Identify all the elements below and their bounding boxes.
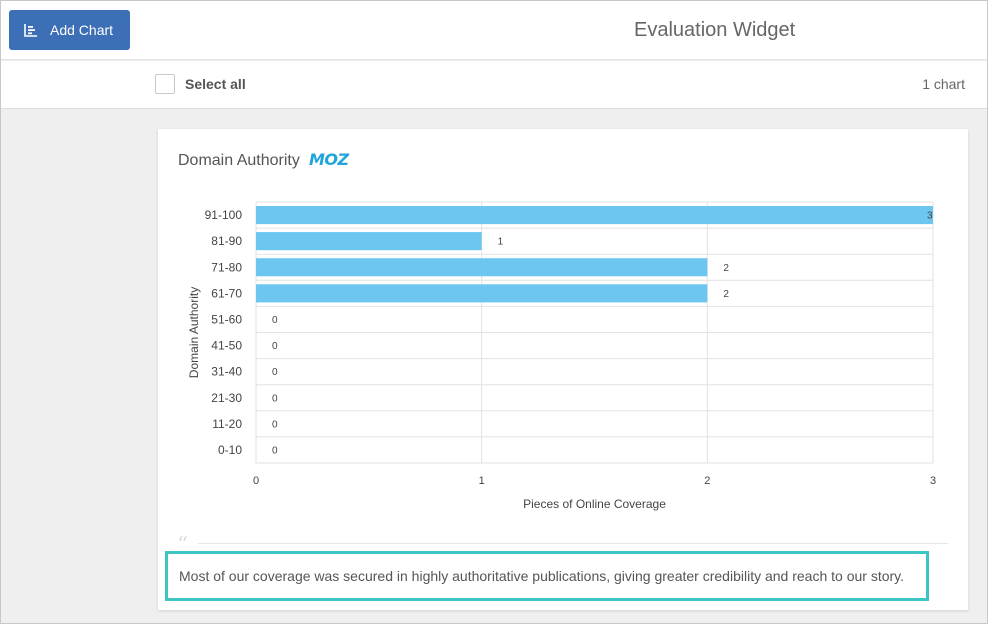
category-label: 0-10 [218, 443, 242, 457]
y-axis-title: Domain Authority [187, 287, 201, 378]
bar [256, 232, 482, 251]
x-tick-label: 3 [930, 475, 936, 487]
quote-divider [198, 543, 948, 544]
select-all-checkbox[interactable] [155, 74, 175, 94]
bar [256, 258, 708, 277]
chart-note[interactable]: Most of our coverage was secured in high… [165, 551, 929, 601]
select-all-label[interactable]: Select all [185, 76, 246, 92]
selection-bar: Select all 1 chart [1, 61, 987, 109]
x-tick-label: 1 [479, 475, 485, 487]
value-label: 0 [272, 367, 278, 378]
category-label: 61-70 [211, 286, 242, 300]
add-chart-button[interactable]: Add Chart [9, 10, 130, 50]
value-label: 0 [272, 341, 278, 352]
top-bar: Add Chart Evaluation Widget [1, 1, 987, 60]
category-label: 11-20 [212, 417, 242, 431]
value-label: 0 [272, 393, 278, 404]
bar [256, 206, 933, 225]
x-tick-label: 0 [253, 475, 259, 487]
value-label: 1 [498, 237, 504, 248]
category-label: 81-90 [211, 234, 242, 248]
quote-icon: “ [177, 533, 189, 558]
value-label: 0 [272, 445, 278, 456]
value-label: 3 [927, 211, 933, 222]
value-label: 0 [272, 419, 278, 430]
category-label: 21-30 [211, 391, 242, 405]
page-title: Evaluation Widget [634, 19, 796, 41]
value-label: 2 [723, 263, 729, 274]
category-label: 71-80 [211, 260, 242, 274]
value-label: 0 [272, 315, 278, 326]
category-label: 31-40 [211, 365, 242, 379]
chart-card: Domain Authority MOZ 91-100 3 81-90 1 71-80 2… [158, 129, 968, 610]
chart-count: 1 chart [922, 76, 965, 92]
moz-logo: MOZ [309, 150, 349, 169]
x-tick-label: 2 [704, 475, 710, 487]
x-axis-title: Pieces of Online Coverage [523, 497, 666, 511]
category-label: 41-50 [211, 339, 242, 353]
bar-chart-icon [24, 24, 37, 37]
chart-note-text: Most of our coverage was secured in high… [179, 568, 905, 584]
category-label: 51-60 [211, 312, 242, 326]
value-label: 2 [723, 289, 729, 300]
chart-title: Domain Authority [178, 152, 300, 169]
category-label: 91-100 [205, 208, 243, 222]
add-chart-label: Add Chart [50, 22, 114, 38]
bar-chart: 91-100 3 81-90 1 71-80 2 61-70 2 51-60 0 41-50 0 31-… [187, 201, 936, 511]
bar [256, 284, 708, 303]
